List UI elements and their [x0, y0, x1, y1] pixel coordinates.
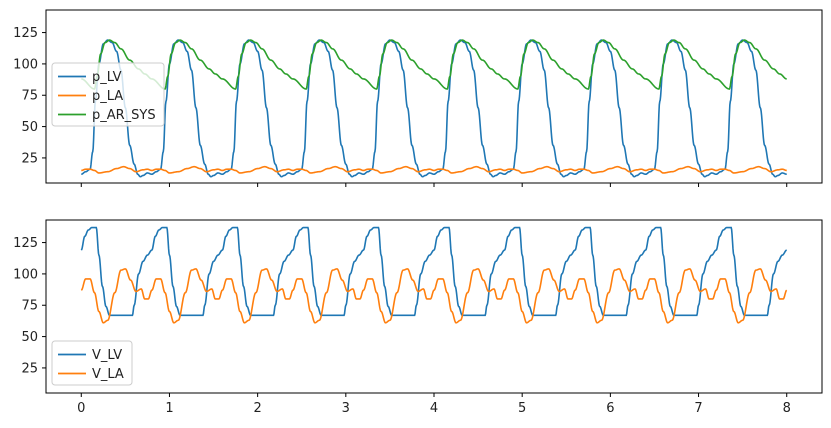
bottom-xtick-label-2: 2	[253, 401, 261, 416]
series-line-V_LA	[80, 268, 788, 324]
top-ytick-label-25: 25	[21, 151, 38, 166]
top-legend-box	[51, 62, 165, 127]
bottom-legend: V_LV V_LA	[51, 340, 133, 386]
bottom-xtick-label-4: 4	[430, 401, 438, 416]
bottom-ytick-label-75: 75	[21, 299, 38, 314]
top-ticks: 25 50 75 100 125	[13, 26, 788, 187]
bottom-ticks: 0 1 2 3 4 5 6 7 8 25 50 75 100 125	[13, 236, 791, 416]
bottom-axes-frame	[45, 219, 823, 394]
top-series-lines	[81, 39, 787, 178]
top-ytick-label-50: 50	[21, 120, 38, 135]
top-legend: p_LV p_LA p_AR_SYS	[51, 62, 165, 127]
series-line-p_LV	[81, 39, 787, 178]
bottom-panel-volumes: 0 1 2 3 4 5 6 7 8 25 50 75 100 125 V_LV V_LA	[13, 219, 823, 416]
legend-label-V_LA: V_LA	[92, 367, 124, 382]
top-ytick-label-75: 75	[21, 89, 38, 104]
series-line-p_LA	[81, 165, 787, 174]
bottom-ytick-label-50: 50	[21, 330, 38, 345]
bottom-ytick-label-125: 125	[13, 236, 38, 251]
bottom-xtick-label-5: 5	[518, 401, 526, 416]
top-ytick-label-100: 100	[13, 57, 38, 72]
bottom-xtick-label-1: 1	[165, 401, 173, 416]
bottom-xtick-label-3: 3	[342, 401, 350, 416]
bottom-xtick-label-8: 8	[783, 401, 791, 416]
bottom-xtick-label-6: 6	[606, 401, 614, 416]
series-line-V_LV	[80, 226, 787, 317]
legend-label-p_LA: p_LA	[92, 89, 123, 104]
series-line-p_AR_SYS	[81, 39, 787, 90]
bottom-ytick-label-25: 25	[21, 361, 38, 376]
bottom-xtick-label-7: 7	[694, 401, 702, 416]
bottom-ytick-label-100: 100	[13, 267, 38, 282]
top-panel-pressures: 25 50 75 100 125 p_LV p_LA p_AR_SYS	[13, 9, 823, 187]
legend-label-p_LV: p_LV	[92, 70, 122, 85]
legend-label-V_LV: V_LV	[92, 348, 122, 363]
legend-label-p_AR_SYS: p_AR_SYS	[92, 108, 156, 123]
top-ytick-label-125: 125	[13, 26, 38, 41]
bottom-series-lines	[80, 226, 788, 324]
bottom-xtick-label-0: 0	[77, 401, 85, 416]
